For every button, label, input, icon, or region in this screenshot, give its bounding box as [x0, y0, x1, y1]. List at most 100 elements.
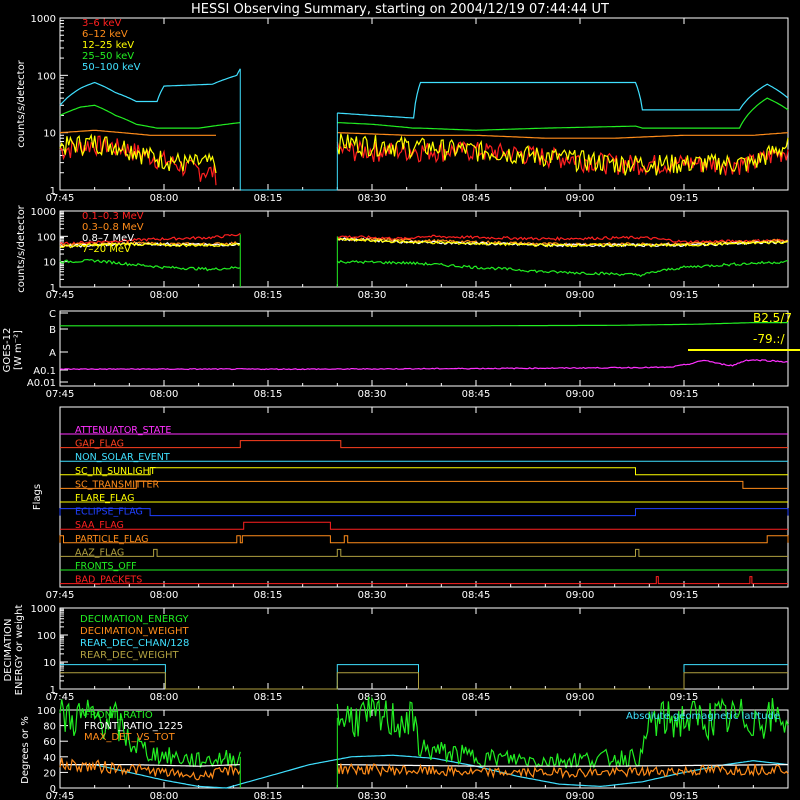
- x-tick-label: 09:00: [566, 791, 595, 800]
- x-tick-label: 07:45: [46, 791, 75, 800]
- goes-long-line: [60, 322, 788, 327]
- legend-entry: REAR_DEC_CHAN/128: [80, 638, 189, 649]
- y-tick-label: 1: [50, 186, 56, 197]
- series-line: [336, 237, 789, 248]
- legend-entry: MAX_DET_VS_TOT: [84, 732, 176, 743]
- series-line: [337, 132, 789, 139]
- legend-entry: 0.1–0.3 MeV: [82, 211, 144, 222]
- flag-line: [59, 535, 789, 544]
- series-line: [59, 68, 241, 106]
- plot-frame: [59, 310, 789, 387]
- plot-frame: [59, 709, 789, 789]
- flag-label: GAP_FLAG: [75, 439, 124, 450]
- y-tick-label: 10: [43, 258, 56, 269]
- legend-entry: 0.3–0.8 MeV: [82, 222, 144, 233]
- goes-annotation: -79.:/: [753, 332, 785, 346]
- flag-line: [60, 467, 788, 476]
- y-tick-label: 1: [50, 283, 56, 294]
- y-tick-label: 100: [37, 71, 56, 82]
- figure-title: HESSI Observing Summary, starting on 200…: [191, 2, 609, 17]
- x-tick-label: 09:15: [670, 389, 699, 400]
- flag-label: ECLIPSE_FLAG: [75, 507, 143, 518]
- x-tick-label: 08:00: [150, 692, 179, 703]
- flag-line: [60, 521, 788, 530]
- series-line: [59, 129, 216, 136]
- x-tick-label: 08:15: [254, 590, 283, 601]
- x-tick-label: 08:30: [358, 193, 387, 204]
- panel-lo-energy: 07:45 08:00 08:15 08:30 08:45 09:00 09:15 1 10 10…: [16, 14, 789, 204]
- y-tick-label: B: [49, 325, 56, 336]
- decimation-label-2: ENERGY or weight: [14, 605, 25, 696]
- series-line: [59, 232, 241, 247]
- x-tick-label: 09:00: [566, 193, 595, 204]
- flag-line: [60, 480, 788, 489]
- flags-axis-label: Flags: [32, 484, 43, 510]
- x-tick-label: 08:30: [358, 389, 387, 400]
- legend-entry: FRONT_RATIO_1225: [84, 721, 183, 732]
- x-tick-label: 08:45: [462, 290, 491, 301]
- legend-entry: 50–100 keV: [82, 62, 141, 73]
- y-tick-label: 1000: [31, 14, 56, 25]
- x-tick-label: 07:45: [46, 692, 75, 703]
- series-line: [59, 133, 217, 174]
- plot-frame: [59, 17, 789, 191]
- y-tick-label: 60: [43, 737, 56, 748]
- x-tick-label: 09:15: [670, 692, 699, 703]
- legend-entry: 3–6 keV: [82, 18, 121, 29]
- x-tick-label: 09:15: [670, 290, 699, 301]
- panel-hi-energy: 07:45 08:00 08:15 08:30 08:45 09:00 09:15 1 10 10…: [16, 204, 789, 301]
- y-tick-label: 1000: [31, 604, 56, 615]
- y-tick-label: 10: [43, 129, 56, 140]
- y-tick-label: 100: [37, 631, 56, 642]
- flag-label: SC_IN_SUNLIGHT: [75, 466, 156, 477]
- x-tick-label: 08:45: [462, 692, 491, 703]
- x-tick-label: 08:00: [150, 193, 179, 204]
- goes-label: GOES-12: [2, 328, 13, 373]
- plot-frame: [59, 210, 789, 288]
- flag-line: [60, 548, 788, 557]
- x-tick-label: 09:15: [670, 791, 699, 800]
- x-tick-label: 08:00: [150, 290, 179, 301]
- flag-label: AAZ_FLAG: [75, 547, 124, 558]
- flag-line: [59, 508, 789, 517]
- y-tick-label: A: [49, 348, 56, 359]
- x-tick-label: 09:00: [566, 590, 595, 601]
- y-tick-label: 20: [43, 768, 56, 779]
- legend-entry: REAR_DEC_WEIGHT: [80, 650, 179, 661]
- x-tick-label: 07:45: [46, 389, 75, 400]
- ratios-axis-label: Degrees or %: [20, 716, 31, 784]
- series-line: [336, 762, 789, 780]
- x-tick-label: 09:00: [566, 692, 595, 703]
- legend-entry: 0.8–7 MeV: [82, 233, 134, 244]
- goes-short-line: [59, 359, 789, 371]
- flag-label: SC_TRANSMITTER: [75, 479, 160, 490]
- flag-label: FLARE_FLAG: [75, 493, 135, 504]
- y-tick-label: 10: [43, 658, 56, 669]
- flag-label: PARTICLE_FLAG: [75, 534, 148, 545]
- series-line: [59, 242, 241, 249]
- panel-decimation: 07:45 08:00 08:15 08:30 08:45 09:00 09:1511010…: [3, 604, 789, 703]
- x-tick-label: 08:15: [254, 193, 283, 204]
- series-line: [336, 696, 789, 769]
- y-tick-label: 100: [37, 232, 56, 243]
- x-tick-label: 07:45: [46, 590, 75, 601]
- y-axis-label: counts/s/detector: [16, 59, 27, 147]
- legend-entry: DECIMATION_WEIGHT: [80, 626, 189, 637]
- decimation-label: DECIMATION: [3, 618, 14, 681]
- series-line: [59, 699, 241, 768]
- y-tick-label: 1000: [31, 207, 56, 218]
- panel-ratios: 07:45 08:00 08:15 08:30 08:45 09:00 09:15 0 20 40…: [20, 696, 789, 800]
- decimation-line: [60, 672, 788, 690]
- series-line: [336, 260, 788, 278]
- legend-entry: 7–20 MeV: [82, 244, 131, 255]
- goes-units-label: [W m⁻²]: [13, 330, 24, 370]
- x-tick-label: 09:00: [566, 389, 595, 400]
- legend-entry: Absolute geomagnetic latitude: [626, 711, 780, 722]
- y-tick-label: 80: [43, 722, 56, 733]
- flag-label: NON_SOLAR_EVENT: [75, 452, 170, 463]
- x-tick-label: 08:45: [462, 590, 491, 601]
- panel-flags: 07:45 08:00 08:15 08:30 08:45 09:00 09:15 Flags…: [32, 406, 789, 601]
- y-tick-label: 0: [50, 784, 56, 795]
- x-tick-label: 09:15: [670, 590, 699, 601]
- x-tick-label: 08:15: [254, 389, 283, 400]
